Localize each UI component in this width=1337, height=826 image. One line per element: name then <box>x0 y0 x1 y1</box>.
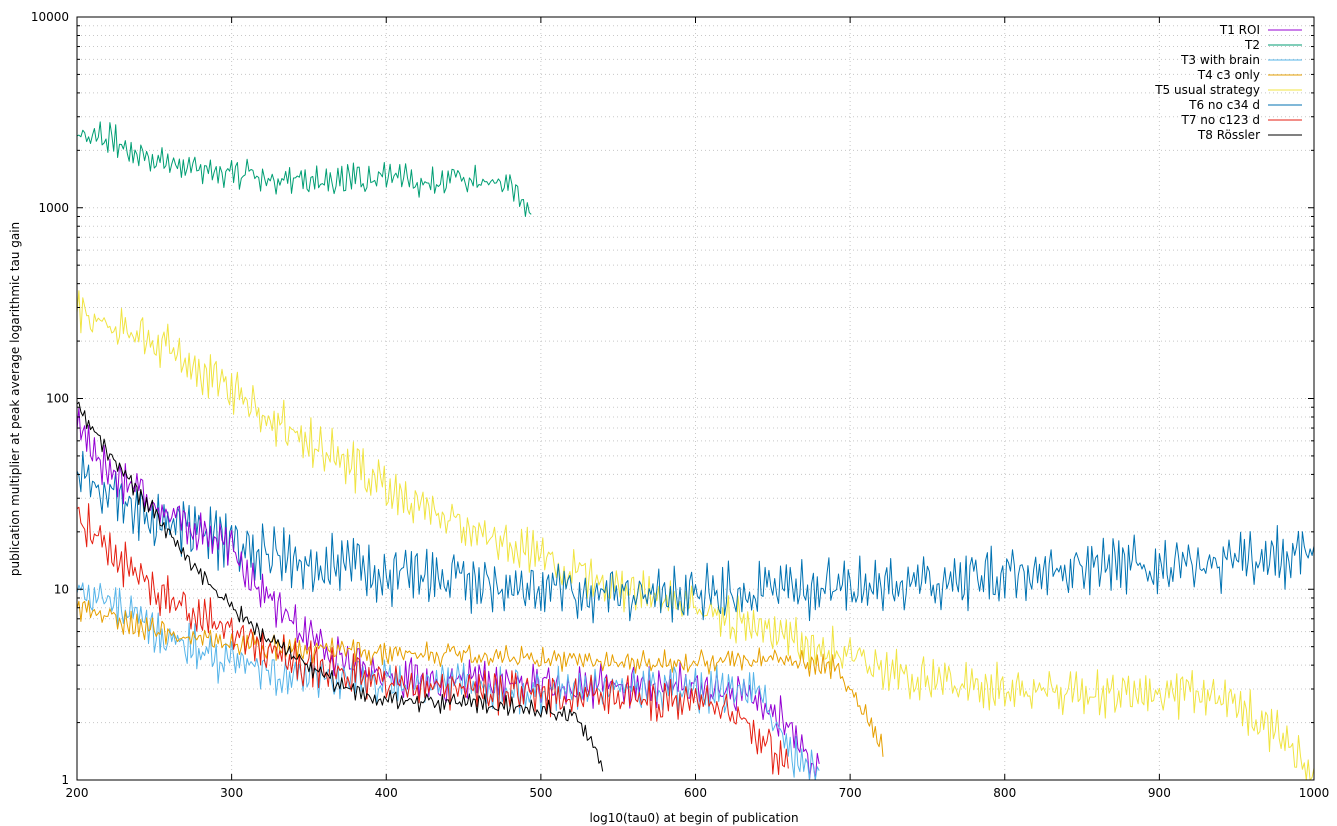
series-line <box>76 582 820 781</box>
x-tick-label: 900 <box>1148 786 1171 800</box>
x-tick-label: 400 <box>375 786 398 800</box>
y-tick-label: 10 <box>54 582 69 596</box>
legend-entry-label: T3 with brain <box>1180 53 1260 67</box>
series-line <box>76 450 1315 624</box>
legend-entry-label: T1 ROI <box>1219 23 1260 37</box>
series-line <box>76 407 820 781</box>
legend-entry-label: T7 no c123 d <box>1181 113 1260 127</box>
legend-entry-label: T5 usual strategy <box>1154 83 1260 97</box>
y-tick-label: 1000 <box>38 201 69 215</box>
y-tick-label: 100 <box>46 392 69 406</box>
x-tick-label: 200 <box>66 786 89 800</box>
legend-entry-label: T2 <box>1244 38 1260 52</box>
x-tick-label: 700 <box>839 786 862 800</box>
series-line <box>76 600 884 757</box>
x-tick-label: 1000 <box>1299 786 1330 800</box>
axis-ticks: 200 300 400 500 600 700 800 900 1000 1 10 100 1000 10… <box>31 10 1329 800</box>
series-line <box>76 290 1315 781</box>
x-tick-label: 300 <box>220 786 243 800</box>
x-axis-label: log10(tau0) at begin of publication <box>589 811 798 825</box>
y-tick-label: 1 <box>61 773 69 787</box>
legend-entry-label: T6 no c34 d <box>1188 98 1260 112</box>
series-lines <box>76 121 1315 781</box>
series-line <box>76 503 789 775</box>
legend-entry-label: T4 c3 only <box>1197 68 1260 82</box>
x-tick-label: 600 <box>684 786 707 800</box>
x-tick-label: 500 <box>529 786 552 800</box>
x-tick-label: 800 <box>993 786 1016 800</box>
series-line <box>76 121 532 217</box>
y-tick-label: 10000 <box>31 10 69 24</box>
y-axis-label: publication multiplier at peak average l… <box>8 222 22 576</box>
series-line <box>76 401 604 772</box>
legend-entry-label: T8 Rössler <box>1197 128 1260 142</box>
